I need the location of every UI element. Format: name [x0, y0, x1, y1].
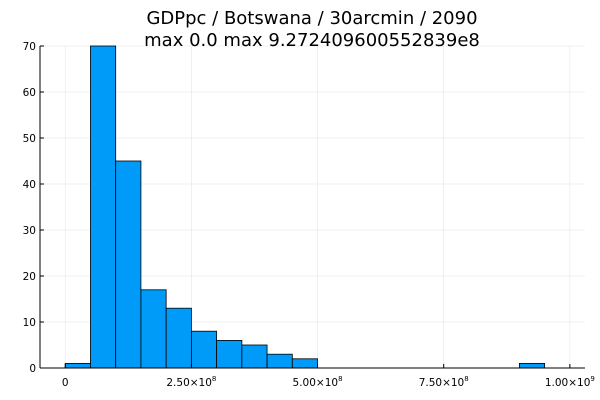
x-tick-label: 1.00×109: [545, 375, 595, 389]
y-tick-label: 30: [23, 225, 36, 237]
histogram-bar: [190, 330, 218, 369]
x-axis-tick-labels: 0 2.50×108 5.00×108 7.50×108 1.00×109: [62, 375, 595, 389]
x-tick-label: 5.00×108: [293, 375, 343, 389]
histogram-bar: [518, 362, 546, 369]
x-tick-label: 2.50×108: [166, 375, 216, 389]
axes: [39, 45, 585, 369]
histogram-bar: [216, 339, 243, 369]
histogram-bar: [64, 362, 91, 369]
histogram-bar: [291, 358, 318, 369]
y-axis-tick-labels: 0 10 20 30 40 50 60 70: [23, 41, 36, 375]
y-tick-label: 40: [23, 179, 36, 191]
histogram-bar: [266, 353, 293, 369]
y-tick-label: 10: [23, 317, 36, 329]
y-tick-label: 50: [23, 133, 36, 145]
histogram-bar: [115, 160, 142, 369]
y-tick-label: 70: [23, 41, 36, 53]
chart-title-line-1: GDPpc / Botswana / 30arcmin / 2090: [146, 8, 477, 29]
y-tick-label: 60: [23, 87, 36, 99]
x-tick-label: 0: [62, 377, 69, 389]
histogram-bar: [90, 45, 117, 369]
chart-title-line-2: max 0.0 max 9.272409600552839e8: [144, 30, 480, 51]
x-tick-label: 7.50×108: [419, 375, 469, 389]
histogram-bar: [140, 289, 167, 369]
y-tick-label: 20: [23, 271, 36, 283]
histogram-bars: [64, 45, 546, 369]
histogram-bar: [241, 344, 268, 369]
y-tick-label: 0: [29, 363, 36, 375]
histogram-bar: [165, 307, 192, 369]
